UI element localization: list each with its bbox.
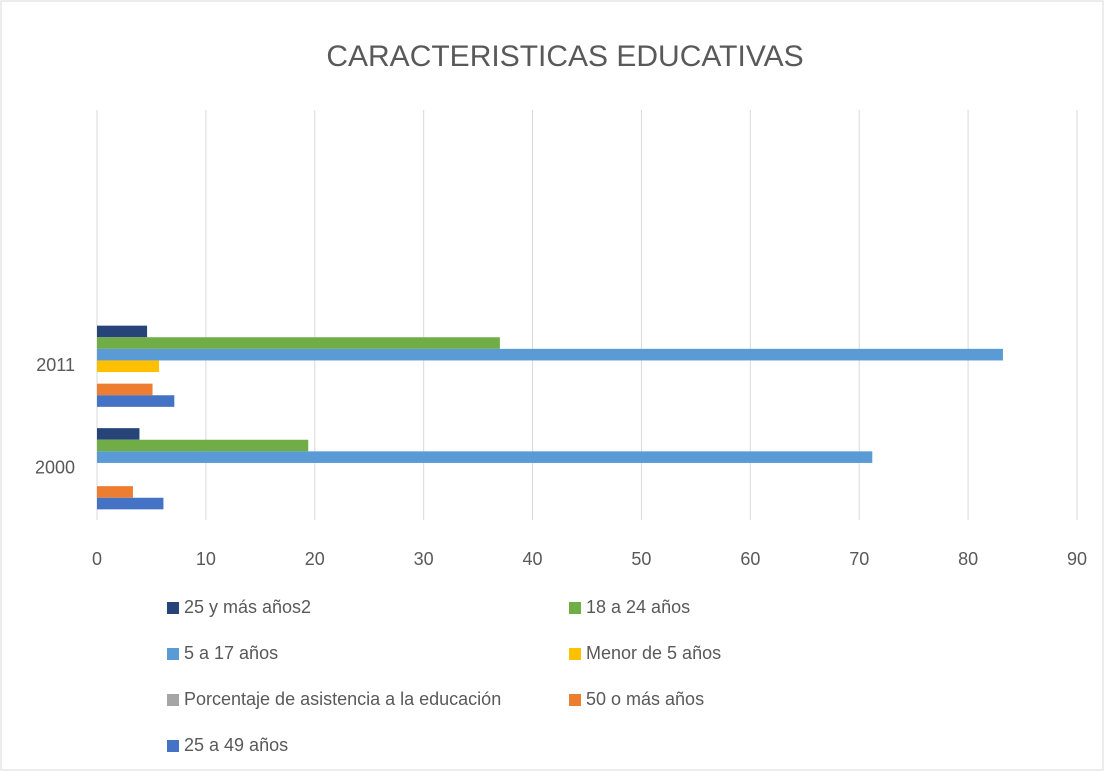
x-tick-label: 50 — [631, 549, 651, 569]
legend-swatch — [569, 648, 581, 660]
bar — [97, 325, 148, 338]
legend-label: 50 o más años — [586, 689, 704, 709]
bar — [97, 497, 164, 510]
x-tick-label: 10 — [196, 549, 216, 569]
bar — [97, 348, 1003, 361]
bar — [97, 337, 500, 349]
x-tick-label: 20 — [305, 549, 325, 569]
x-tick-label: 30 — [414, 549, 434, 569]
bar — [97, 360, 160, 373]
bar — [97, 451, 873, 463]
y-tick-label: 2000 — [35, 458, 75, 478]
bar — [97, 439, 309, 452]
legend-swatch — [167, 602, 179, 614]
legend-swatch — [569, 602, 581, 614]
legend-swatch — [167, 648, 179, 660]
legend-swatch — [167, 740, 179, 752]
legend-swatch — [569, 694, 581, 706]
x-tick-label: 70 — [849, 549, 869, 569]
legend-label: 25 y más años2 — [184, 597, 311, 617]
bar — [97, 428, 140, 440]
legend-label: 25 a 49 años — [184, 735, 288, 755]
x-tick-label: 80 — [958, 549, 978, 569]
x-tick-label: 0 — [92, 549, 102, 569]
x-tick-label: 40 — [523, 549, 543, 569]
legend-label: Menor de 5 años — [586, 643, 721, 663]
legend-label: 18 a 24 años — [586, 597, 690, 617]
y-tick-label: 2011 — [36, 355, 75, 375]
legend-swatch — [167, 694, 179, 706]
bar — [97, 383, 153, 396]
chart-title: CARACTERISTICAS EDUCATIVAS — [326, 40, 803, 73]
legend-label: 5 a 17 años — [184, 643, 278, 663]
bar — [97, 486, 133, 498]
x-tick-label: 60 — [740, 549, 760, 569]
x-tick-label: 90 — [1067, 549, 1087, 569]
bar — [97, 395, 175, 407]
legend-label: Porcentaje de asistencia a la educación — [184, 689, 501, 709]
